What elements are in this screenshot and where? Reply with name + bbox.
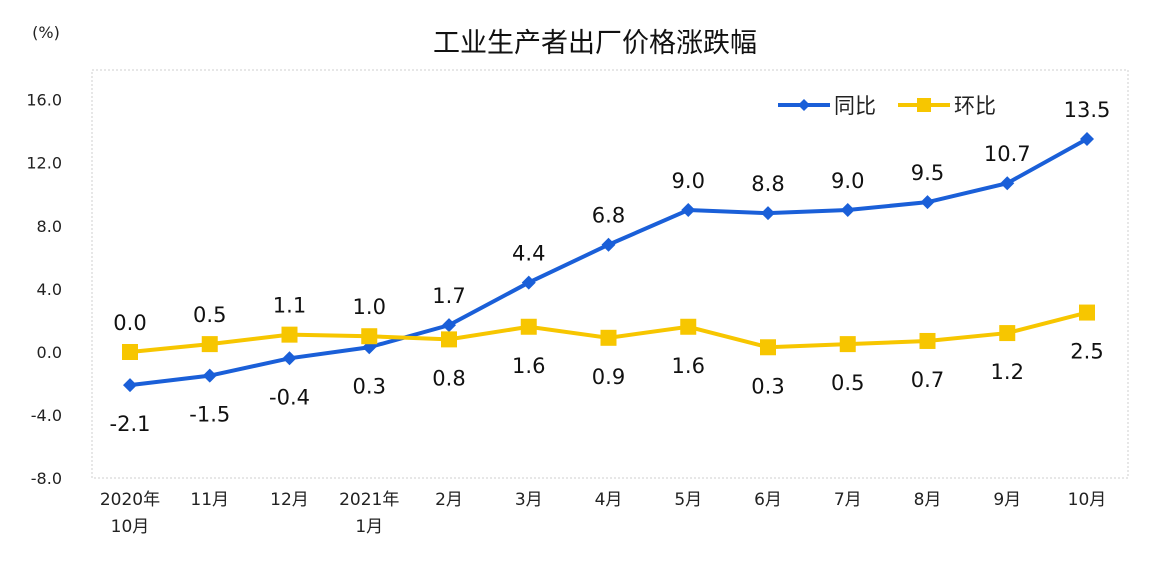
x-tick-label: 6月: [754, 490, 782, 510]
data-point: [681, 203, 696, 218]
data-point: [1079, 304, 1095, 321]
data-point: [202, 368, 217, 383]
data-point: [840, 203, 855, 218]
data-label: 0.5: [193, 303, 226, 327]
x-tick-label: 4月: [595, 490, 623, 510]
data-point: [201, 336, 218, 353]
data-point: [521, 275, 536, 290]
x-tick-label: 10月: [111, 517, 150, 537]
data-label: 1.6: [672, 354, 705, 378]
data-label: 1.6: [512, 354, 545, 378]
legend-marker: [798, 99, 810, 111]
y-tick-label: 4.0: [37, 280, 62, 299]
data-label: 1.1: [273, 294, 306, 318]
x-tick-label: 11月: [190, 490, 229, 510]
x-tick-label: 2020年: [100, 490, 160, 510]
data-label: 0.9: [592, 365, 625, 389]
data-label: 6.8: [592, 204, 625, 228]
data-label: 0.3: [353, 374, 386, 398]
data-point: [520, 318, 537, 335]
x-tick-label: 3月: [515, 490, 543, 510]
data-point: [122, 344, 138, 360]
data-point: [999, 325, 1016, 342]
data-label: 8.8: [751, 172, 784, 196]
data-label: 1.0: [353, 295, 386, 319]
x-tick-label: 7月: [834, 490, 862, 510]
y-tick-label: 16.0: [26, 91, 62, 110]
data-label: 0.5: [831, 371, 864, 395]
legend-label: 同比: [834, 94, 876, 118]
x-tick-label: 2月: [435, 490, 463, 510]
data-label: 0.8: [432, 366, 465, 390]
data-point: [839, 336, 856, 353]
data-label: 9.0: [831, 169, 864, 193]
x-tick-label: 10月: [1068, 490, 1107, 510]
y-tick-label: 8.0: [37, 217, 62, 236]
data-point: [1080, 132, 1094, 147]
x-tick-label: 12月: [270, 490, 309, 510]
data-label: 13.5: [1064, 98, 1111, 122]
data-point: [442, 318, 456, 333]
x-tick-label: 2021年: [339, 490, 399, 510]
data-point: [920, 195, 935, 210]
y-tick-label: 12.0: [26, 154, 62, 173]
data-point: [919, 332, 936, 349]
data-point: [680, 318, 697, 335]
data-label: 1.7: [432, 284, 465, 308]
data-label: 9.5: [911, 161, 944, 185]
data-point: [361, 328, 378, 345]
data-label: 1.2: [991, 360, 1024, 384]
x-tick-label: 5月: [674, 490, 702, 510]
x-tick-label: 1月: [355, 517, 383, 537]
data-label: 9.0: [672, 169, 705, 193]
data-point: [761, 206, 775, 221]
data-point: [1000, 176, 1015, 191]
data-point: [282, 351, 297, 366]
data-point: [281, 326, 298, 343]
data-label: -1.5: [189, 403, 230, 427]
x-tick-label: 9月: [993, 490, 1021, 510]
chart-title: 工业生产者出厂价格涨跌幅: [433, 28, 757, 59]
data-point: [123, 378, 137, 393]
data-label: 4.4: [512, 242, 545, 266]
y-tick-label: -8.0: [31, 469, 62, 488]
data-label: 0.3: [751, 374, 784, 398]
data-point: [600, 329, 617, 346]
data-label: 2.5: [1070, 340, 1103, 364]
legend-label: 环比: [954, 94, 996, 118]
data-point: [760, 339, 776, 356]
plot-border: [91, 69, 1129, 479]
data-label: 0.7: [911, 368, 944, 392]
legend-marker: [917, 98, 931, 112]
y-tick-label: -4.0: [31, 406, 62, 425]
data-label: 10.7: [984, 142, 1031, 166]
data-label: 0.0: [113, 311, 146, 335]
data-label: -2.1: [110, 412, 151, 436]
data-point: [441, 331, 457, 348]
y-tick-label: 0.0: [37, 343, 62, 362]
data-point: [601, 237, 616, 252]
x-tick-label: 8月: [914, 490, 942, 510]
y-axis-unit: (%): [32, 23, 60, 42]
data-label: -0.4: [269, 385, 310, 409]
